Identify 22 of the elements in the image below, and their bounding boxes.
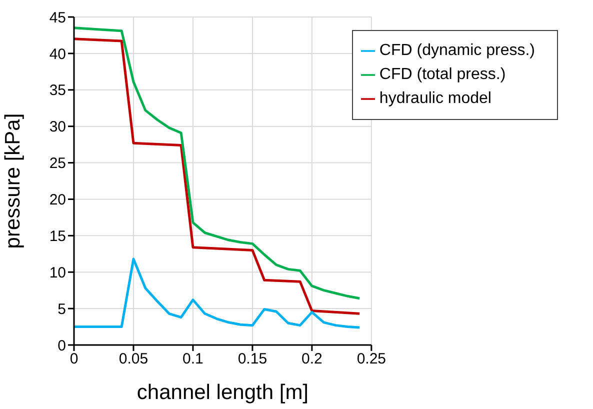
y-axis-title: pressure [kPa] <box>1 113 24 249</box>
y-tick-label: 25 <box>49 155 66 172</box>
y-tick-label: 10 <box>49 264 66 282</box>
x-tick-label: 0.05 <box>118 350 148 368</box>
y-tick-label: 35 <box>49 82 66 100</box>
x-tick-label: 0 <box>70 350 78 368</box>
x-tick-label: 0.15 <box>238 350 268 368</box>
legend-label: hydraulic model <box>379 90 492 107</box>
line-series <box>74 258 361 329</box>
y-tick-label: 30 <box>49 118 66 136</box>
x-tick-label: 0.1 <box>182 350 204 368</box>
y-tick-label: 0 <box>58 337 66 354</box>
x-tick-label: 0.25 <box>356 350 386 368</box>
y-tick-label: 15 <box>49 228 66 245</box>
y-tick-label: 45 <box>49 9 66 26</box>
y-tick-label: 40 <box>49 46 66 63</box>
x-tick-label: 0.2 <box>302 350 322 368</box>
x-axis-title: channel length [m] <box>136 381 309 404</box>
y-tick-label: 20 <box>49 192 66 209</box>
legend-label: CFD (total press.) <box>379 66 506 83</box>
legend-label: CFD (dynamic press.) <box>379 42 535 59</box>
y-tick-label: 5 <box>58 300 66 318</box>
